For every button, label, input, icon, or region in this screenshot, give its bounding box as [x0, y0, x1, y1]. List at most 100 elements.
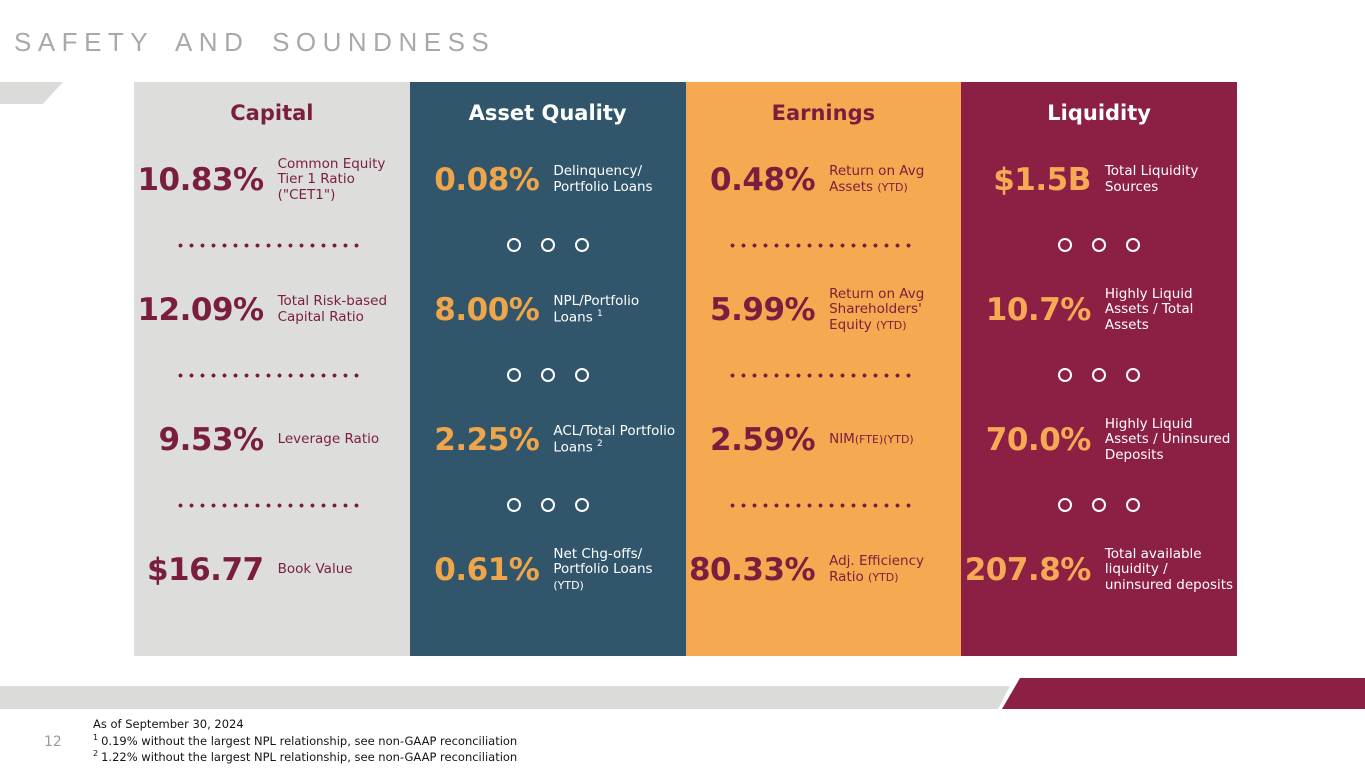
- metric-label: Common Equity Tier 1 Ratio ("CET1"): [277, 155, 386, 203]
- metric-row: 80.33% Adj. Efficiency Ratio (YTD): [686, 526, 962, 614]
- dots-separator: [134, 224, 410, 266]
- footnote-text: 0.19% without the largest NPL relationsh…: [101, 733, 518, 748]
- column-capital: Capital 10.83% Common Equity Tier 1 Ratio …: [134, 82, 410, 656]
- metric-value: 0.61%: [434, 552, 540, 588]
- dotted-line: [178, 502, 366, 508]
- metric-label: Return on Avg Assets (YTD): [829, 163, 925, 195]
- circle-icon: [1092, 238, 1107, 252]
- dots-separator: [686, 484, 962, 526]
- metric-row: 0.08% Delinquency/ Portfolio Loans: [410, 136, 686, 224]
- circle-group: [506, 498, 589, 512]
- circle-group: [506, 368, 589, 382]
- metric-row: 207.8% Total available liquidity / uninsu…: [961, 526, 1237, 614]
- metric-value: 0.08%: [434, 162, 540, 198]
- circles-separator: [961, 484, 1237, 526]
- circles-separator: [961, 224, 1237, 266]
- metric-columns: Capital 10.83% Common Equity Tier 1 Ratio …: [134, 82, 1237, 656]
- metric-label: Total available liquidity / uninsured de…: [1104, 545, 1234, 593]
- metric-row: 10.83% Common Equity Tier 1 Ratio ("CET1"…: [134, 136, 410, 224]
- metric-row: 10.7% Highly Liquid Assets / Total Assets: [961, 266, 1237, 354]
- circle-icon: [574, 498, 589, 512]
- metric-value: 2.59%: [710, 422, 816, 458]
- circles-separator: [410, 354, 686, 396]
- metric-label: Adj. Efficiency Ratio (YTD): [829, 553, 925, 585]
- metric-row: 5.99% Return on Avg Shareholders' Equity …: [686, 266, 962, 354]
- metric-row: 70.0% Highly Liquid Assets / Uninsured De…: [961, 396, 1237, 484]
- metric-label: NIM(FTE)(YTD): [829, 431, 914, 448]
- metric-label: Net Chg-offs/ Portfolio Loans (YTD): [553, 545, 653, 592]
- circle-icon: [1092, 498, 1107, 512]
- circle-icon: [1092, 368, 1107, 382]
- circle-icon: [1058, 238, 1073, 252]
- dots-separator: [134, 484, 410, 526]
- dotted-line: [729, 372, 917, 378]
- metric-row: 0.48% Return on Avg Assets (YTD): [686, 136, 962, 224]
- column-earnings: Earnings 0.48% Return on Avg Assets (YTD) 5…: [685, 82, 962, 656]
- metric-label: Total Risk-based Capital Ratio: [277, 293, 388, 325]
- metric-label: ACL/Total Portfolio Loans 2: [553, 422, 676, 456]
- metric-value: 2.25%: [434, 422, 540, 458]
- metric-row: 2.25% ACL/Total Portfolio Loans 2: [410, 396, 686, 484]
- footnote-marker: 2: [93, 749, 99, 759]
- page-title: SAFETY AND SOUNDNESS: [14, 27, 496, 57]
- circle-group: [1058, 238, 1141, 252]
- metric-label: Delinquency/ Portfolio Loans: [553, 163, 653, 195]
- circle-group: [506, 238, 589, 252]
- dotted-line: [178, 372, 366, 378]
- metric-row: 8.00% NPL/Portfolio Loans 1: [410, 266, 686, 354]
- metric-value: 207.8%: [964, 552, 1092, 588]
- footnote-line: 1 0.19% without the largest NPL relations…: [93, 733, 517, 749]
- metric-row: $1.5B Total Liquidity Sources: [961, 136, 1237, 224]
- footnote-text: As of September 30, 2024: [93, 717, 244, 731]
- column-liquidity: Liquidity $1.5B Total Liquidity Sources 10.…: [961, 82, 1237, 656]
- circles-separator: [410, 224, 686, 266]
- footnotes: As of September 30, 2024 1 0.19% without t…: [93, 717, 517, 766]
- footnote-line: As of September 30, 2024: [93, 717, 517, 733]
- dotted-line: [729, 242, 917, 248]
- metric-row: $16.77 Book Value: [134, 526, 410, 614]
- column-header: Capital: [230, 101, 314, 125]
- circle-icon: [1058, 498, 1073, 512]
- metric-label: Leverage Ratio: [277, 431, 380, 448]
- metric-value: 80.33%: [688, 552, 816, 588]
- metric-value: 5.99%: [710, 292, 816, 328]
- column-header: Liquidity: [1047, 101, 1151, 125]
- column-header: Asset Quality: [468, 101, 627, 125]
- circle-icon: [1126, 238, 1141, 252]
- footer-band-maroon: [1002, 678, 1365, 709]
- circle-icon: [540, 368, 555, 382]
- dotted-line: [729, 502, 917, 508]
- circles-separator: [961, 354, 1237, 396]
- metric-value: 10.7%: [985, 292, 1092, 328]
- metric-value: $1.5B: [993, 162, 1091, 198]
- footnote-text: 1.22% without the largest NPL relationsh…: [101, 749, 518, 764]
- metric-value: 8.00%: [434, 292, 540, 328]
- circle-icon: [506, 238, 521, 252]
- dots-separator: [686, 354, 962, 396]
- circle-icon: [506, 498, 521, 512]
- metric-row: 9.53% Leverage Ratio: [134, 396, 410, 484]
- metric-row: 2.59% NIM(FTE)(YTD): [686, 396, 962, 484]
- circle-icon: [574, 238, 589, 252]
- metric-label: Book Value: [277, 561, 353, 578]
- dots-separator: [134, 354, 410, 396]
- metric-value: 70.0%: [985, 422, 1092, 458]
- footer-band-gray: [0, 686, 1010, 709]
- circle-group: [1058, 368, 1141, 382]
- page-number: 12: [44, 734, 62, 750]
- circle-icon: [540, 238, 555, 252]
- circle-icon: [506, 368, 521, 382]
- circle-icon: [574, 368, 589, 382]
- metric-label: Highly Liquid Assets / Uninsured Deposit…: [1104, 415, 1231, 463]
- metric-value: 12.09%: [137, 292, 264, 328]
- metric-value: 9.53%: [158, 422, 265, 458]
- column-asset-quality: Asset Quality 0.08% Delinquency/ Portfolio…: [409, 82, 686, 656]
- metric-label: Return on Avg Shareholders' Equity (YTD): [829, 285, 925, 333]
- metric-row: 0.61% Net Chg-offs/ Portfolio Loans (YTD): [410, 526, 686, 614]
- dots-separator: [686, 224, 962, 266]
- metric-value: 10.83%: [137, 162, 264, 198]
- metric-label: NPL/Portfolio Loans 1: [553, 292, 640, 326]
- circle-icon: [1126, 368, 1141, 382]
- circle-icon: [540, 498, 555, 512]
